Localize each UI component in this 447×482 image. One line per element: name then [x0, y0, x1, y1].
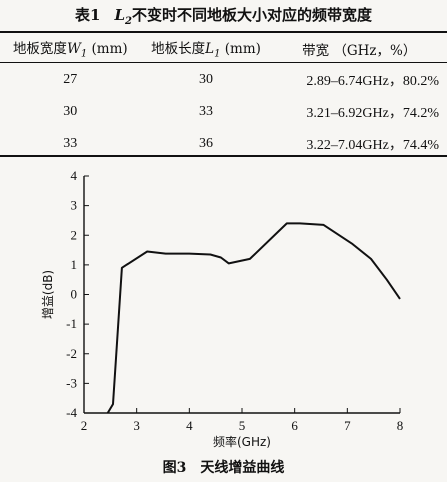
x-tick-label: 6	[291, 418, 298, 433]
bandwidth-table: 地板宽度W1 (mm) 地板长度L1 (mm) 带宽 （GHz，%） 27 30…	[0, 33, 447, 160]
y-tick-label: 0	[71, 287, 78, 302]
chart-series	[106, 222, 401, 414]
table-header-rule	[0, 62, 447, 63]
table-header-row: 地板宽度W1 (mm) 地板长度L1 (mm) 带宽 （GHz，%）	[0, 33, 447, 64]
y-tick-label: 1	[71, 257, 78, 272]
y-tick-label: -3	[66, 375, 77, 390]
y-tick-label: -1	[66, 316, 77, 331]
x-tick-label: 8	[397, 418, 404, 433]
header-ground-length: 地板长度L1 (mm)	[151, 41, 261, 60]
y-tick-label: 3	[71, 198, 78, 213]
table-row: 30 33 3.21–6.92GHz，74.2%	[0, 96, 447, 128]
gain-chart: -4 -3 -2 -1 0 1 2 3 4 2 3 4 5 6 7 8 频率(GHz) 增益(dB)	[41, 168, 403, 449]
cell-length: 36	[199, 136, 214, 151]
table-caption-text: 不变时不同地板大小对应的频带宽度	[131, 6, 372, 24]
table-row: 33 36 3.22–7.04GHz，74.4%	[0, 128, 447, 160]
figure-caption: 图3 天线增益曲线	[0, 457, 447, 477]
cell-length: 30	[199, 72, 214, 87]
table-bottom-rule	[0, 155, 447, 157]
table-caption: 表1 L2不变时不同地板大小对应的频带宽度	[0, 4, 447, 27]
x-axis-label: 频率(GHz)	[213, 434, 271, 449]
figure-number: 图3	[162, 460, 187, 476]
cell-width: 30	[63, 104, 78, 119]
header-bandwidth: 带宽 （GHz，%）	[302, 42, 417, 59]
table-caption-variable: L2	[114, 6, 132, 27]
table-number: 表1	[75, 6, 101, 24]
x-tick-label: 2	[81, 418, 88, 433]
table-top-rule	[0, 31, 447, 33]
y-tick-label: 4	[71, 168, 78, 183]
x-tick-label: 4	[186, 418, 193, 433]
chart-axes	[83, 176, 400, 414]
y-tick-label: -4	[66, 405, 77, 420]
cell-bandwidth: 3.21–6.92GHz，74.2%	[306, 106, 439, 121]
x-tick-label: 5	[239, 418, 246, 433]
cell-width: 27	[63, 72, 78, 87]
table-row: 27 30 2.89–6.74GHz，80.2%	[0, 64, 447, 96]
cell-width: 33	[63, 136, 78, 151]
y-axis-label: 增益(dB)	[41, 270, 55, 319]
chart-ticks: -4 -3 -2 -1 0 1 2 3 4 2 3 4 5 6 7 8	[66, 168, 403, 433]
gain-curve	[106, 222, 401, 414]
y-tick-label: 2	[71, 227, 78, 242]
header-ground-width: 地板宽度W1 (mm)	[12, 41, 128, 60]
figure-caption-text: 天线增益曲线	[200, 460, 285, 476]
cell-length: 33	[199, 104, 214, 119]
x-tick-label: 3	[133, 418, 140, 433]
y-tick-label: -2	[66, 346, 77, 361]
x-tick-label: 7	[344, 418, 351, 433]
cell-bandwidth: 2.89–6.74GHz，80.2%	[306, 74, 439, 89]
cell-bandwidth: 3.22–7.04GHz，74.4%	[306, 138, 439, 153]
